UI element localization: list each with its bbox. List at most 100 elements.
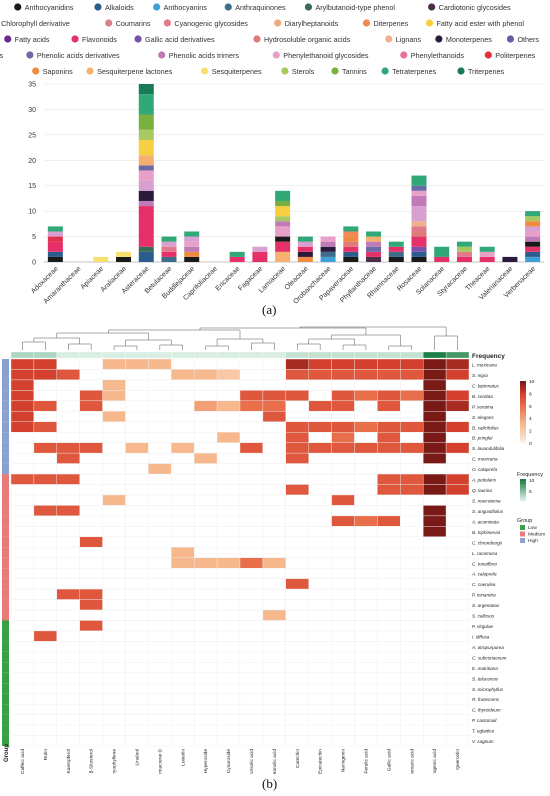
dendrogram-link xyxy=(68,343,92,350)
heatmap-cell xyxy=(445,714,470,726)
heatmap-cell xyxy=(354,724,378,736)
heatmap-cell xyxy=(148,390,172,402)
heatmap-cell xyxy=(10,484,35,496)
heatmap-cell xyxy=(445,473,470,485)
heatmap-cell xyxy=(79,724,103,736)
heatmap-cell xyxy=(33,432,58,443)
bar-segment xyxy=(411,226,427,232)
group-cell xyxy=(2,630,9,642)
heatmap-cell xyxy=(377,421,401,433)
heatmap-cell xyxy=(331,588,355,600)
heatmap-cell xyxy=(285,442,309,454)
heatmap-cell xyxy=(102,452,126,464)
heatmap-cell xyxy=(79,494,103,506)
heatmap-cell xyxy=(79,358,103,370)
heatmap-cell xyxy=(125,599,149,611)
heatmap-cell xyxy=(354,473,378,485)
heatmap-cell xyxy=(400,515,424,527)
row-label: P. virgulae xyxy=(472,624,494,629)
bar-segment xyxy=(138,246,154,252)
heatmap-cell xyxy=(33,630,58,642)
heatmap-cell xyxy=(171,379,195,391)
heatmap-cell xyxy=(308,693,332,705)
heatmap-cell xyxy=(377,473,401,485)
legend-label: Flavonoids xyxy=(82,35,117,44)
heatmap-cell xyxy=(423,505,447,517)
column-label: Oleanolic acid xyxy=(272,749,278,774)
heatmap-cell xyxy=(262,390,286,402)
heatmap-cell xyxy=(125,735,149,747)
heatmap-cell xyxy=(33,442,58,454)
legend-label: Hydrosoluble organic acids xyxy=(264,35,351,44)
row-label: O. calaprefa xyxy=(472,467,497,472)
heatmap-cell xyxy=(193,557,218,569)
dendrogram-link xyxy=(199,327,367,335)
heatmap-cell xyxy=(285,494,309,506)
heatmap-cell xyxy=(239,609,264,621)
heatmap-cell xyxy=(377,505,401,517)
heatmap-cell xyxy=(56,526,80,538)
heatmap-cell xyxy=(445,672,470,684)
heatmap-cell xyxy=(79,683,103,694)
row-label: C. tonaifbrei xyxy=(472,561,498,566)
heatmap-cell xyxy=(56,609,80,621)
heatmap-cell xyxy=(102,662,126,673)
heatmap-cell xyxy=(285,693,309,705)
bar-segment xyxy=(138,139,154,156)
heatmap-cell xyxy=(79,400,103,412)
heatmap-cell xyxy=(216,724,241,736)
heatmap-cell xyxy=(171,672,195,684)
dendrogram-link xyxy=(216,338,264,346)
heatmap-cell xyxy=(193,421,218,433)
heatmap-cell xyxy=(125,557,149,569)
legend-swatch xyxy=(506,35,515,43)
heatmap-cell xyxy=(148,494,172,506)
heatmap-cell xyxy=(79,630,103,642)
heatmap-cell xyxy=(354,735,378,747)
row-label: S. macrotema xyxy=(472,499,501,504)
bar-segment xyxy=(184,246,200,252)
legend-label: Cyanogenic glycosides xyxy=(174,19,248,28)
heatmap-cell xyxy=(308,390,332,402)
heatmap-cell xyxy=(216,473,241,485)
heatmap-cell xyxy=(423,609,447,621)
heatmap-cell xyxy=(331,536,355,548)
frequency-cell xyxy=(33,351,57,359)
heatmap-cell xyxy=(262,536,286,548)
dendrogram-link xyxy=(33,337,80,344)
heatmap-cell xyxy=(354,641,378,653)
heatmap-cell xyxy=(171,588,195,600)
heatmap-cell xyxy=(308,421,332,433)
value-legend-tick: 6 xyxy=(529,404,532,410)
heatmap-cell xyxy=(262,442,286,454)
heatmap-cell xyxy=(125,703,149,715)
heatmap-cell xyxy=(285,578,309,590)
bar-segment xyxy=(184,256,200,262)
y-tick-label: 20 xyxy=(28,158,36,165)
row-label: E. matritiana xyxy=(472,666,498,671)
legend-swatch xyxy=(274,19,282,27)
heatmap-cell xyxy=(10,432,35,443)
bar-segment xyxy=(184,251,200,257)
bar-segment xyxy=(320,256,336,262)
heatmap-cell xyxy=(193,641,218,653)
row-label: S. callosus xyxy=(472,614,495,619)
heatmap-cell xyxy=(102,358,126,370)
legend-label: Chlorophyll derivative xyxy=(1,19,70,28)
heatmap-cell xyxy=(33,463,58,475)
bar-segment xyxy=(320,251,336,257)
heatmap-cell xyxy=(377,735,401,747)
heatmap-cell xyxy=(423,369,447,381)
heatmap-cell xyxy=(400,494,424,506)
heatmap-cell xyxy=(125,358,149,370)
bar-segment xyxy=(411,190,427,196)
heatmap-cell xyxy=(148,432,172,443)
heatmap-cell xyxy=(239,452,264,464)
legend-label: Diarylheptanoids xyxy=(285,19,339,28)
heatmap-cell xyxy=(102,599,126,611)
heatmap-cell xyxy=(10,494,35,506)
value-legend-swatch xyxy=(520,387,526,390)
heatmap-cell xyxy=(262,567,286,579)
heatmap-cell xyxy=(216,536,241,548)
row-label: C. mexicana xyxy=(472,457,498,462)
